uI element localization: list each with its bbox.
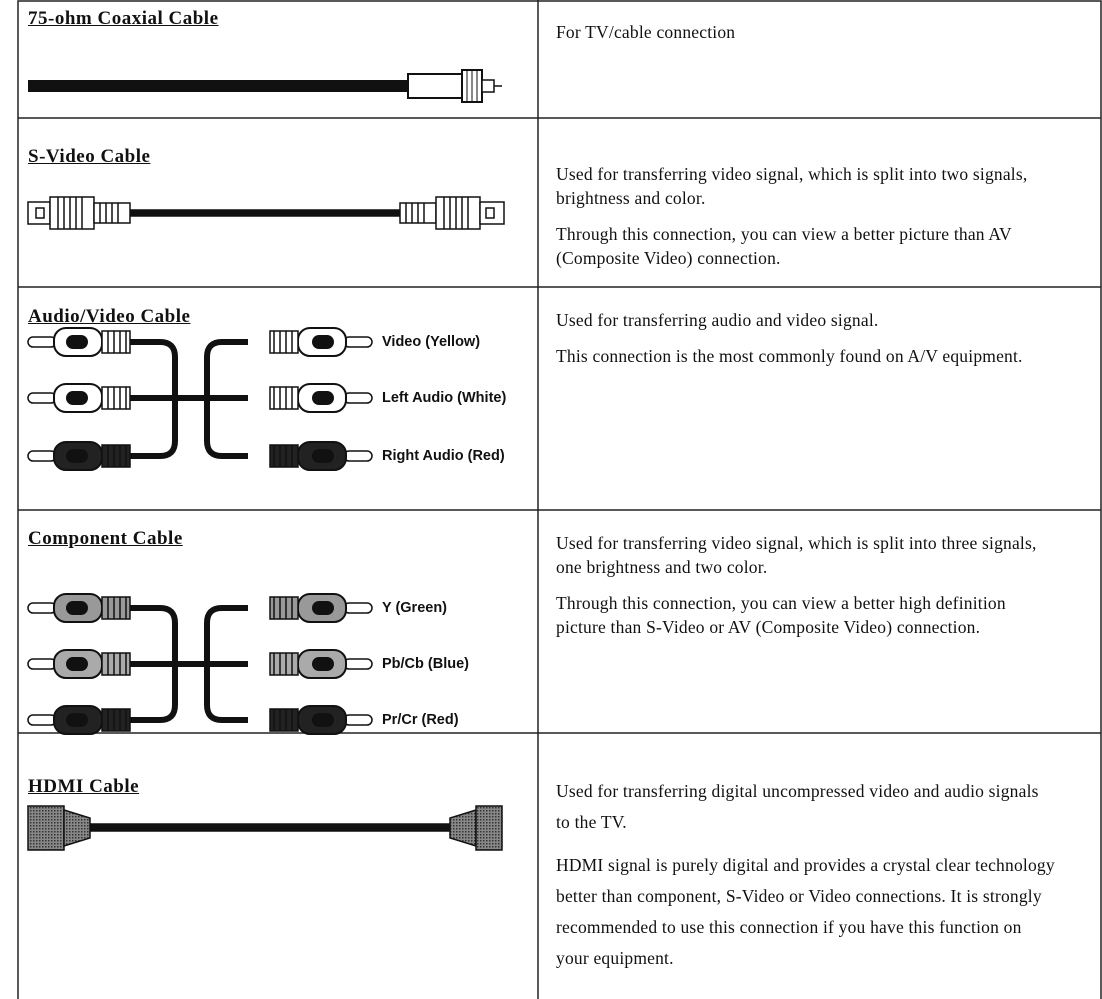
connector-labels: Video (Yellow) Left Audio (White) Right Au… [382,334,506,728]
av-cable [27,327,373,471]
s-video-cable [27,196,505,230]
cable-description: Used for transferring audio and video si… [556,308,1056,380]
cable-description: Used for transferring video signal, whic… [556,531,1056,651]
cable-description: For TV/cable connection [556,20,1056,56]
cable-description: Used for transferring video signal, whic… [556,162,1056,282]
description-paragraph: Used for transferring video signal, whic… [556,164,1028,208]
component-cable [27,593,373,735]
connector-label: Pr/Cr (Red) [382,712,459,728]
coax-cable [28,69,502,103]
description-paragraph: This connection is the most commonly fou… [556,346,1023,366]
description-paragraph: HDMI signal is purely digital and provid… [556,855,1055,968]
description-paragraph: Used for transferring digital uncompress… [556,781,1039,832]
connector-label: Video (Yellow) [382,334,480,350]
cable-description: Used for transferring digital uncompress… [556,776,1056,986]
description-paragraph: Through this connection, you can view a … [556,593,1006,637]
description-paragraph: For TV/cable connection [556,22,736,42]
description-paragraph: Through this connection, you can view a … [556,224,1012,268]
hdmi-cable [27,805,503,851]
connector-label: Pb/Cb (Blue) [382,656,469,672]
cable-title: S-Video Cable [28,146,151,167]
connector-label: Right Audio (Red) [382,448,505,464]
cable-title: 75-ohm Coaxial Cable [28,8,219,29]
description-paragraph: Used for transferring audio and video si… [556,310,879,330]
connector-label: Y (Green) [382,600,447,616]
cable-title: Audio/Video Cable [28,306,191,327]
table-borders [17,0,1102,999]
connector-label: Left Audio (White) [382,390,506,406]
description-paragraph: Used for transferring video signal, whic… [556,533,1037,577]
cable-title: HDMI Cable [28,776,140,797]
cable-title: Component Cable [28,528,183,549]
